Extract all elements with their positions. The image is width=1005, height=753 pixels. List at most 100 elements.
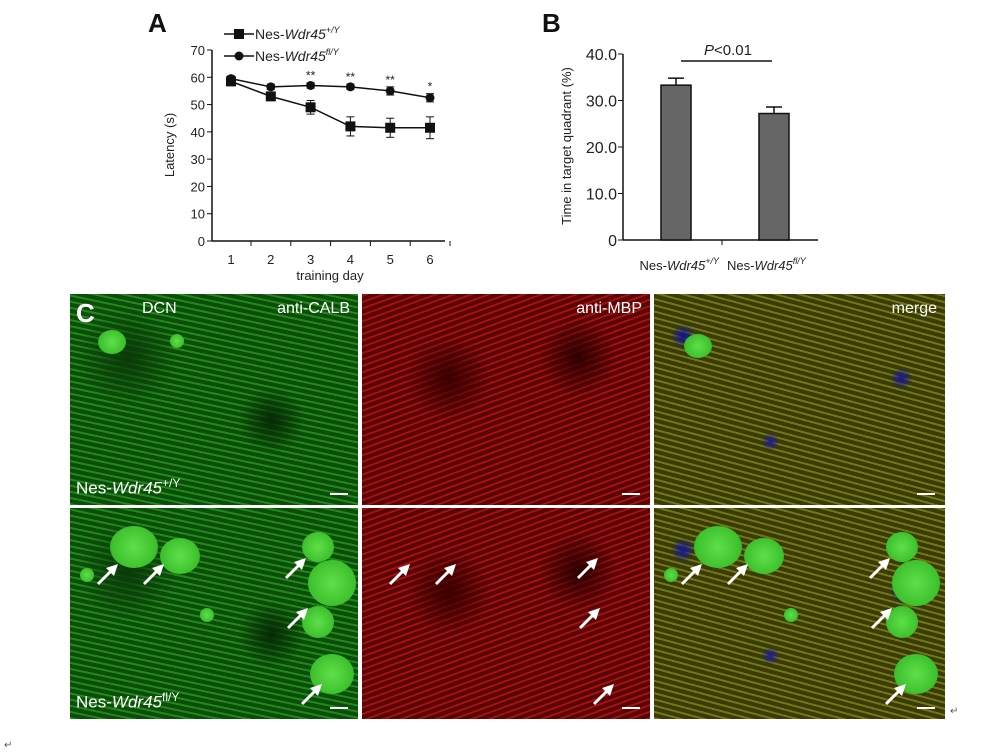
y-tick-label: 40.0 (586, 47, 617, 64)
cell-body (886, 606, 918, 638)
x-category-label: Nes-Wdr45+/Y (639, 256, 720, 273)
quadrant-bar-chart: Time in target quadrant (%) P<0.01 0 10.0… (559, 42, 818, 273)
data-point-circle (385, 86, 395, 96)
data-point-circle (226, 74, 236, 84)
significance-marker: ** (306, 69, 316, 83)
y-tick-label: 40 (191, 125, 205, 140)
latency-line-chart: Latency (s) training day Nes-Wdr45+/YNes… (162, 25, 451, 283)
cell-body (302, 606, 334, 638)
data-point-circle (266, 82, 276, 92)
return-mark: ↵ (950, 706, 959, 717)
arrow-icon (284, 558, 306, 580)
panel-a-label: A (148, 8, 167, 38)
image-wt-mbp: anti-MBP (362, 294, 650, 505)
image-wt-calb: C DCN anti-CALB Nes-Wdr45+/Y (70, 294, 358, 505)
arrow-icon (592, 684, 614, 706)
arrow-icon (680, 564, 702, 586)
arrow-icon (300, 684, 322, 706)
arrow-icon (868, 558, 890, 580)
y-tick-label: 20.0 (586, 140, 617, 157)
data-point-square (345, 121, 356, 132)
cell-body (694, 526, 742, 568)
significance-marker: * (428, 80, 433, 94)
y-tick-label: 0 (198, 234, 205, 249)
data-point-square (305, 102, 316, 113)
series-line (230, 77, 431, 99)
x-tick-label: 4 (347, 252, 354, 267)
arrow-icon (884, 684, 906, 706)
x-axis-label: training day (296, 268, 364, 283)
panel-b-label: B (542, 8, 561, 38)
scale-bar (917, 493, 935, 495)
stain-label-calb: anti-CALB (277, 300, 350, 317)
image-ko-merge (654, 508, 945, 719)
arrow-icon (388, 564, 410, 586)
scale-bar (917, 707, 935, 709)
scale-bar (330, 707, 348, 709)
arrow-icon (578, 608, 600, 630)
merge-label: merge (891, 300, 937, 317)
scale-bar (622, 493, 640, 495)
panel-c-label: C (76, 298, 95, 328)
x-tick-label: 6 (426, 252, 433, 267)
genotype-label-wt: Nes-Wdr45+/Y (76, 476, 181, 498)
y-tick-label: 50 (191, 98, 205, 113)
cell-body (160, 538, 200, 574)
genotype-label-ko: Nes-Wdr45fl/Y (76, 690, 180, 712)
legend-marker-circle (234, 51, 244, 61)
y-tick-label: 20 (191, 179, 205, 194)
y-axis-label: Latency (s) (162, 113, 177, 177)
cell-body (892, 560, 940, 606)
scale-bar (330, 493, 348, 495)
arrow-icon (726, 564, 748, 586)
data-point-circle (425, 93, 435, 103)
cell-body (80, 568, 94, 582)
x-tick-label: 5 (387, 252, 394, 267)
x-tick-label: 1 (227, 252, 234, 267)
significance-marker: ** (346, 70, 356, 84)
cell-body (200, 608, 214, 622)
cell-body (744, 538, 784, 574)
arrow-icon (434, 564, 456, 586)
series-line (230, 80, 430, 129)
cell-body (886, 532, 918, 562)
arrow-icon (576, 558, 598, 580)
cell-body (110, 526, 158, 568)
data-point-circle (345, 82, 355, 92)
y-tick-label: 10.0 (586, 187, 617, 204)
y-tick-label: 70 (191, 43, 205, 58)
x-category-label: Nes-Wdr45fl/Y (727, 256, 807, 273)
stain-label-mbp: anti-MBP (576, 300, 642, 317)
legend: Nes-Wdr45+/Y Nes-Wdr45fl/Y (224, 25, 341, 64)
y-axis-label: Time in target quadrant (%) (559, 67, 574, 225)
arrow-icon (870, 608, 892, 630)
y-tick-label: 10 (191, 207, 205, 222)
scale-bar (622, 707, 640, 709)
legend-marker-square (234, 29, 244, 39)
cell-body (784, 608, 798, 622)
arrow-icon (96, 564, 118, 586)
p-value-annotation: P<0.01 (704, 42, 752, 59)
image-wt-merge: merge (654, 294, 945, 505)
region-label: DCN (142, 300, 177, 317)
x-tick-label: 3 (307, 252, 314, 267)
data-point-square (265, 91, 276, 102)
x-tick-label: 2 (267, 252, 274, 267)
legend-entry: Nes-Wdr45+/Y (255, 25, 341, 42)
y-tick-label: 30 (191, 152, 205, 167)
data-point-circle (306, 80, 316, 90)
bar (758, 112, 790, 241)
data-point-square (385, 122, 396, 133)
data-point-square (425, 122, 435, 133)
y-tick-label: 60 (191, 70, 205, 85)
legend-entry: Nes-Wdr45fl/Y (255, 47, 340, 64)
y-tick-label: 0 (608, 233, 617, 250)
significance-marker: ** (386, 73, 396, 87)
bar (660, 84, 692, 241)
cell-body (302, 532, 334, 562)
return-mark: ↵ (4, 740, 13, 751)
arrow-icon (286, 608, 308, 630)
y-tick-label: 30.0 (586, 94, 617, 111)
cell-body (664, 568, 678, 582)
arrow-icon (142, 564, 164, 586)
